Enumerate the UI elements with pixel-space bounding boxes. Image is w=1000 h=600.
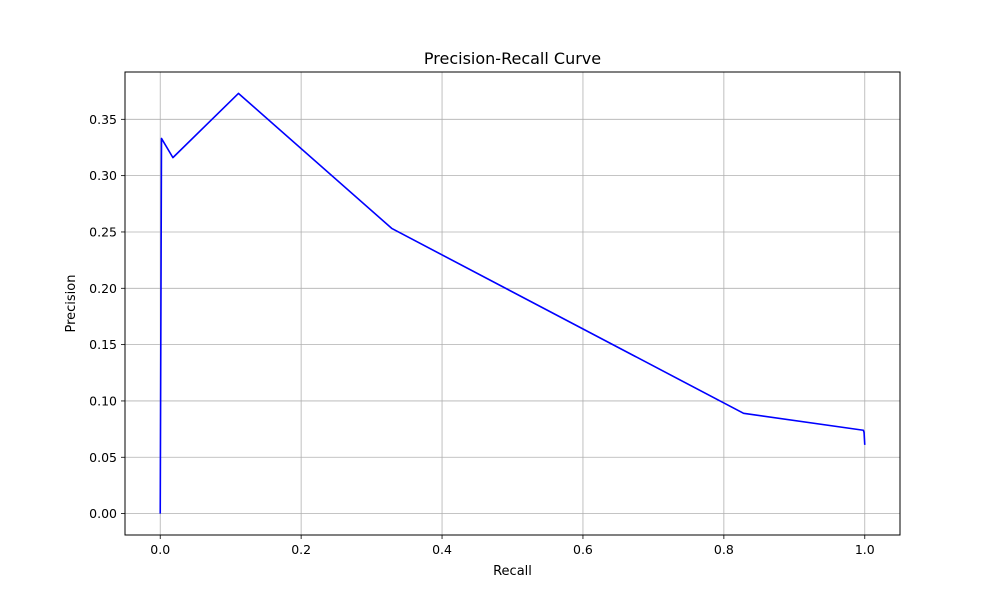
x-tick-label: 0.0 [150,542,170,557]
plot-frame [124,71,901,536]
series-layer [159,92,866,514]
y-tick-label: 0.05 [89,450,117,465]
x-tick-label: 0.2 [291,542,311,557]
precision-recall-line [159,92,866,514]
x-tick-label: 0.4 [432,542,452,557]
y-tick-label: 0.25 [89,224,117,239]
y-axis-label: Precision [64,274,79,332]
grid [125,72,900,535]
y-tick-label: 0.35 [89,112,117,127]
x-tick-label: 1.0 [855,542,875,557]
x-axis-label: Recall [493,564,532,579]
x-tick-label: 0.6 [573,542,593,557]
y-tick-label: 0.15 [89,337,117,352]
y-tick-label: 0.10 [89,393,117,408]
y-tick-label: 0.30 [89,168,117,183]
y-tick-label: 0.20 [89,281,117,296]
ticks: 0.0 0.2 0.4 0.6 0.8 1.0 0.00 0.05 0.10 0.15 0.20 0.… [89,112,875,557]
chart-title: Precision-Recall Curve [424,49,601,68]
y-tick-label: 0.00 [89,506,117,521]
x-tick-label: 0.8 [714,542,734,557]
